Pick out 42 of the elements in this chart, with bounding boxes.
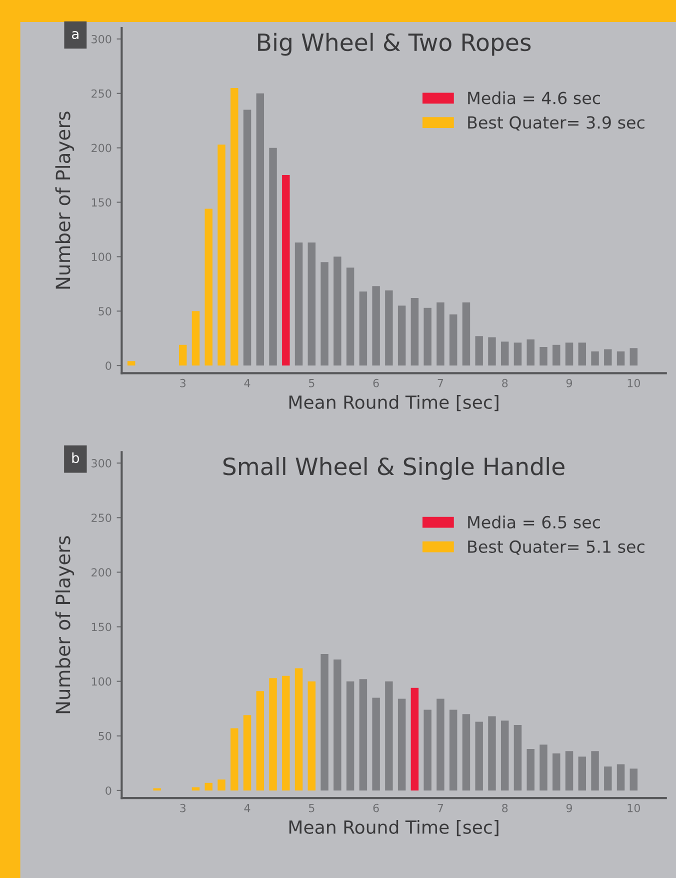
- chart-title: Big Wheel & Two Ropes: [258, 32, 531, 56]
- legend-label: Media = 6.5 sec: [468, 516, 600, 528]
- y-tick-label: 150: [92, 198, 112, 207]
- x-tick-label: 3: [180, 804, 186, 812]
- x-tick-label: 6: [373, 804, 379, 812]
- x-tick-label: 4: [244, 804, 250, 812]
- x-tick-label: 10: [628, 378, 640, 388]
- x-tick-label: 8: [502, 378, 508, 388]
- x-tick-label: 8: [502, 804, 508, 812]
- x-tick-label: 6: [373, 378, 379, 388]
- y-tick-label: 200: [92, 568, 112, 577]
- y-axis-title: Number of Players: [55, 536, 74, 714]
- y-tick-label: 50: [98, 307, 112, 316]
- x-axis-title: Mean Round Time [sec]: [289, 820, 498, 836]
- y-tick-label: 0: [106, 786, 112, 795]
- text: a: [72, 31, 78, 40]
- x-tick-label: 4: [244, 379, 250, 388]
- x-tick-label: 7: [438, 379, 444, 388]
- chart-title: Small Wheel & Single Handle: [223, 457, 564, 480]
- y-tick-label: 100: [92, 677, 112, 686]
- y-tick-label: 50: [98, 732, 112, 740]
- y-tick-label: 250: [92, 514, 112, 522]
- y-tick-label: 0: [106, 362, 112, 370]
- y-axis-title: Number of Players: [55, 112, 74, 289]
- legend-label: Best Quater= 3.9 sec: [468, 116, 644, 131]
- text: b: [72, 452, 80, 464]
- y-tick-label: 300: [92, 34, 112, 44]
- x-tick-label: 5: [308, 804, 314, 812]
- x-tick-label: 3: [180, 378, 186, 388]
- x-tick-label: 7: [438, 804, 444, 812]
- y-tick-label: 150: [92, 622, 112, 632]
- x-axis-title: Mean Round Time [sec]: [289, 395, 498, 412]
- y-tick-label: 250: [92, 89, 112, 98]
- legend-label: Best Quater= 5.1 sec: [468, 540, 644, 555]
- y-tick-label: 300: [92, 459, 112, 468]
- legend-label: Media = 4.6 sec: [468, 91, 600, 104]
- x-tick-label: 9: [566, 804, 572, 812]
- x-tick-label: 10: [628, 804, 640, 812]
- x-tick-label: 5: [308, 379, 314, 388]
- x-tick-label: 9: [566, 378, 572, 388]
- y-tick-label: 200: [92, 144, 112, 152]
- y-tick-label: 100: [92, 252, 112, 262]
